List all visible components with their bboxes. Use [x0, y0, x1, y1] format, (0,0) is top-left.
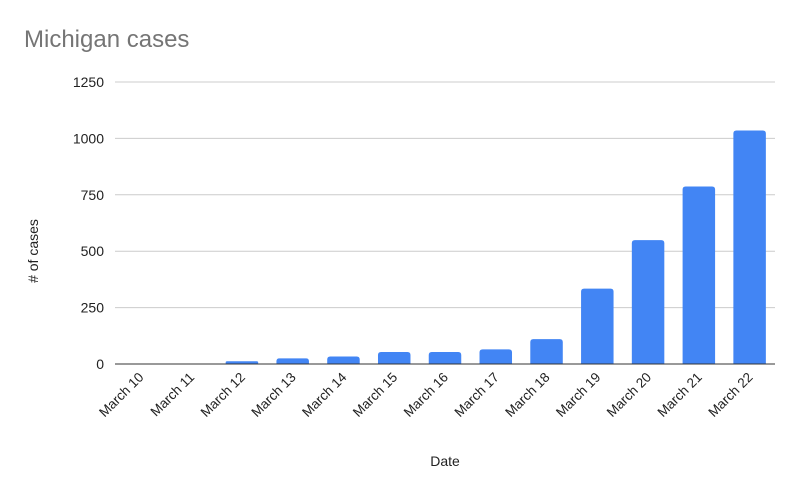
bar [631, 240, 665, 364]
bar [276, 358, 309, 364]
x-tick-label: March 15 [350, 370, 400, 420]
x-axis-ticks: March 10 March 11 March 12 March 13 March 14… [96, 369, 756, 420]
x-tick-label: March 19 [553, 370, 603, 420]
bar [530, 339, 563, 364]
bar [225, 361, 259, 364]
x-tick-label: March 22 [705, 370, 755, 420]
x-tick-label: March 14 [299, 369, 350, 420]
x-tick-label: March 12 [198, 370, 248, 420]
y-tick-label: 750 [81, 187, 105, 203]
bars [124, 130, 766, 364]
y-axis-label: # of cases [25, 219, 41, 283]
x-tick-label: March 21 [655, 370, 705, 420]
y-tick-label: 1250 [73, 74, 104, 90]
x-axis-label: Date [430, 453, 460, 469]
x-tick-label: March 16 [401, 370, 451, 420]
x-tick-label: March 20 [604, 370, 654, 420]
y-tick-label: 500 [81, 243, 105, 259]
y-tick-label: 1000 [73, 130, 104, 146]
bar [682, 186, 716, 364]
y-axis-ticks: 0 250 500 750 1000 1250 [73, 74, 104, 372]
x-tick-label: March 13 [248, 370, 298, 420]
y-tick-label: 0 [96, 356, 104, 372]
y-tick-label: 250 [81, 300, 105, 316]
bar [479, 349, 513, 364]
x-tick-label: March 10 [96, 370, 146, 420]
bar [327, 356, 360, 364]
chart-title: Michigan cases [24, 26, 190, 53]
gridlines [115, 81, 775, 309]
bar [581, 288, 614, 364]
x-tick-label: March 17 [451, 370, 501, 420]
bar [377, 352, 411, 364]
bar [733, 130, 766, 364]
x-tick-label: March 18 [502, 370, 552, 420]
bar [428, 352, 462, 364]
x-tick-label: March 11 [148, 370, 198, 420]
